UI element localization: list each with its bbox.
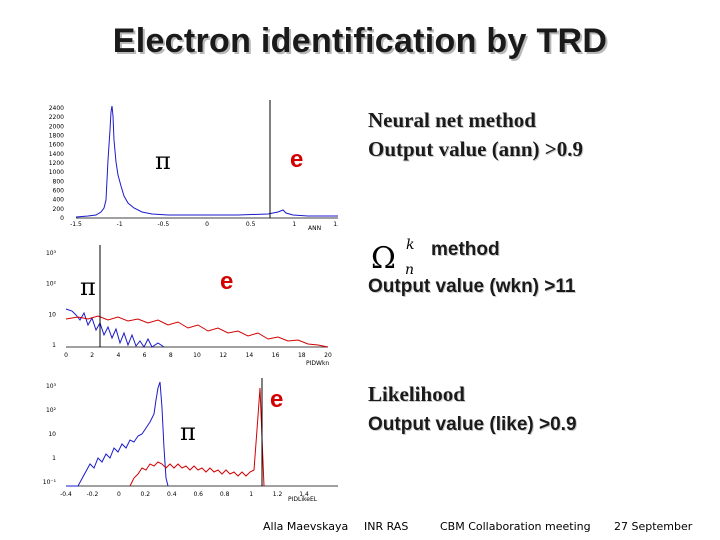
method-likelihood-name: Likelihood (368, 382, 465, 406)
x-tick-label: -1.5 (70, 221, 82, 228)
y-tick-label: 1800 (49, 133, 64, 140)
electron-label-wkn: e (220, 268, 234, 295)
method-ann-name: Neural net method (368, 108, 536, 132)
x-tick-label: 0.8 (220, 491, 230, 498)
pion-label-ann: π (155, 147, 171, 175)
y-tick-label: 10 (48, 311, 56, 318)
y-tick-label: 10³ (46, 383, 57, 390)
likelihood-electron-curve (129, 387, 265, 487)
footer-author: Alla Maevskaya (263, 520, 349, 533)
method-ann-threshold: Output value (ann) >0.9 (368, 137, 584, 161)
x-tick-label: 4 (116, 352, 120, 359)
y-tick-label: 1200 (49, 160, 64, 167)
x-tick-label: 18 (298, 352, 306, 359)
y-tick-label: 10⁻¹ (43, 479, 57, 486)
wkn-axis-title: PIDWkn (306, 360, 329, 367)
x-tick-label: 0.6 (193, 491, 203, 498)
wkn-x-tick-labels: 0 2 4 6 8 10 12 14 16 18 20 (64, 352, 332, 359)
ann-histogram: 2400220020001800160014001200100080060040… (49, 100, 338, 232)
x-tick-label: 0.5 (246, 221, 256, 228)
y-tick-label: 800 (53, 178, 65, 185)
likelihood-axis-title: PIDLikeEL (288, 496, 318, 503)
y-tick-label: 2200 (49, 114, 64, 121)
y-tick-label: 10² (46, 281, 57, 288)
x-tick-label: 1 (292, 221, 296, 228)
ann-pion-curve (75, 105, 338, 218)
y-tick-label: 1400 (49, 151, 64, 158)
method-wkn: Ω k n method Output value (wkn) >11 (368, 234, 668, 304)
method-ann: Neural net method Output value (ann) >0.… (368, 106, 583, 164)
likelihood-x-tick-labels: -0.4 -0.2 0 0.2 0.4 0.6 0.8 1 1.2 1.4 (60, 491, 309, 498)
x-tick-label: 20 (324, 352, 332, 359)
x-tick-label: 0 (64, 352, 68, 359)
omega-subscript: n (405, 262, 415, 278)
y-tick-label: 2400 (49, 105, 64, 112)
x-tick-label: 0.2 (141, 491, 151, 498)
likelihood-y-tick-labels: 10³ 10² 10 1 10⁻¹ (43, 383, 57, 486)
x-tick-label: 1 (249, 491, 253, 498)
electron-label-likelihood: e (270, 386, 284, 413)
ann-y-tick-labels: 2400220020001800160014001200100080060040… (49, 105, 64, 222)
x-tick-label: 2 (90, 352, 94, 359)
pion-label-likelihood: π (180, 418, 196, 446)
x-tick-label: 0.4 (167, 491, 177, 498)
y-tick-label: 400 (53, 197, 65, 204)
x-tick-label: 6 (143, 352, 147, 359)
y-tick-label: 1600 (49, 142, 64, 149)
wkn-pion-curve (65, 308, 165, 348)
wkn-electron-curve (65, 315, 329, 348)
footer-event: CBM Collaboration meeting (440, 520, 591, 533)
x-tick-label: 1.2 (273, 491, 283, 498)
x-tick-label: 10 (193, 352, 201, 359)
ann-x-tick-labels: -1.5 -1 -0.5 0 0.5 1 1.5 (70, 221, 338, 228)
method-likelihood-threshold: Output value (like) >0.9 (368, 414, 577, 435)
y-tick-label: 1 (52, 455, 56, 462)
x-tick-label: -1 (117, 221, 123, 228)
y-tick-label: 1 (52, 342, 56, 349)
x-tick-label: 14 (246, 352, 254, 359)
x-tick-label: 1.5 (333, 221, 338, 228)
wkn-histogram: 10³ 10² 10 1 0 2 4 6 8 10 12 14 16 18 20 PIDWkn (46, 245, 332, 367)
omega-symbol: Ω (371, 241, 396, 276)
method-likelihood: Likelihood Output value (like) >0.9 (368, 380, 577, 438)
ann-axis-title: ANN (308, 225, 321, 232)
y-tick-label: 0 (60, 215, 64, 222)
x-tick-label: 12 (219, 352, 227, 359)
y-tick-label: 10² (46, 407, 57, 414)
x-tick-label: -0.2 (87, 491, 99, 498)
x-tick-label: -0.5 (157, 221, 169, 228)
x-tick-label: -0.4 (60, 491, 72, 498)
likelihood-histogram: 10³ 10² 10 1 10⁻¹ -0.4 -0.2 0 0.2 0.4 0.6 0.8 1 1.2 1… (43, 378, 338, 503)
method-wkn-threshold: Output value (wkn) >11 (368, 276, 576, 297)
slide-title: Electron identification by TRD (112, 22, 608, 60)
x-tick-label: 16 (272, 352, 280, 359)
method-wkn-name: method (431, 239, 500, 260)
pion-label-wkn: π (80, 273, 96, 301)
y-tick-label: 10 (48, 431, 56, 438)
x-tick-label: 8 (169, 352, 173, 359)
y-tick-label: 10³ (46, 250, 57, 257)
footer-institute: INR RAS (364, 520, 409, 533)
x-tick-label: 0 (205, 221, 209, 228)
x-tick-label: 0 (117, 491, 121, 498)
y-tick-label: 1000 (49, 169, 64, 176)
footer-date: 27 September (614, 520, 693, 533)
likelihood-pion-curve (66, 381, 169, 487)
y-tick-label: 2000 (49, 123, 64, 130)
electron-label-ann: e (290, 146, 304, 173)
wkn-y-tick-labels: 10³ 10² 10 1 (46, 250, 57, 349)
y-tick-label: 600 (53, 188, 65, 195)
x-tick-label: 1.4 (299, 491, 309, 498)
y-tick-label: 200 (53, 206, 65, 213)
omega-superscript: k (406, 237, 415, 253)
